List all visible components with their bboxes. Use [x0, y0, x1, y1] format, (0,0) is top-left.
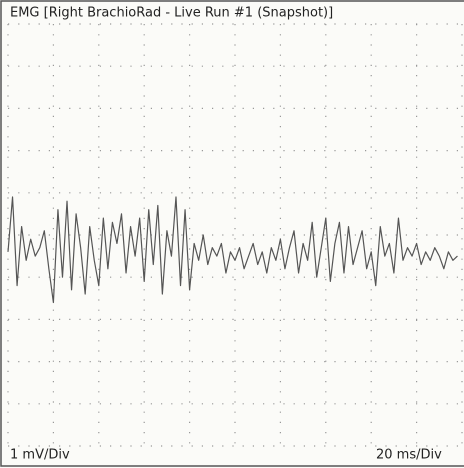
x-scale-label: 20 ms/Div: [376, 448, 442, 463]
chart-title: EMG [Right BrachioRad - Live Run #1 (Sna…: [10, 6, 333, 21]
emg-trace: [7, 196, 458, 304]
y-scale-label: 1 mV/Div: [10, 448, 70, 463]
